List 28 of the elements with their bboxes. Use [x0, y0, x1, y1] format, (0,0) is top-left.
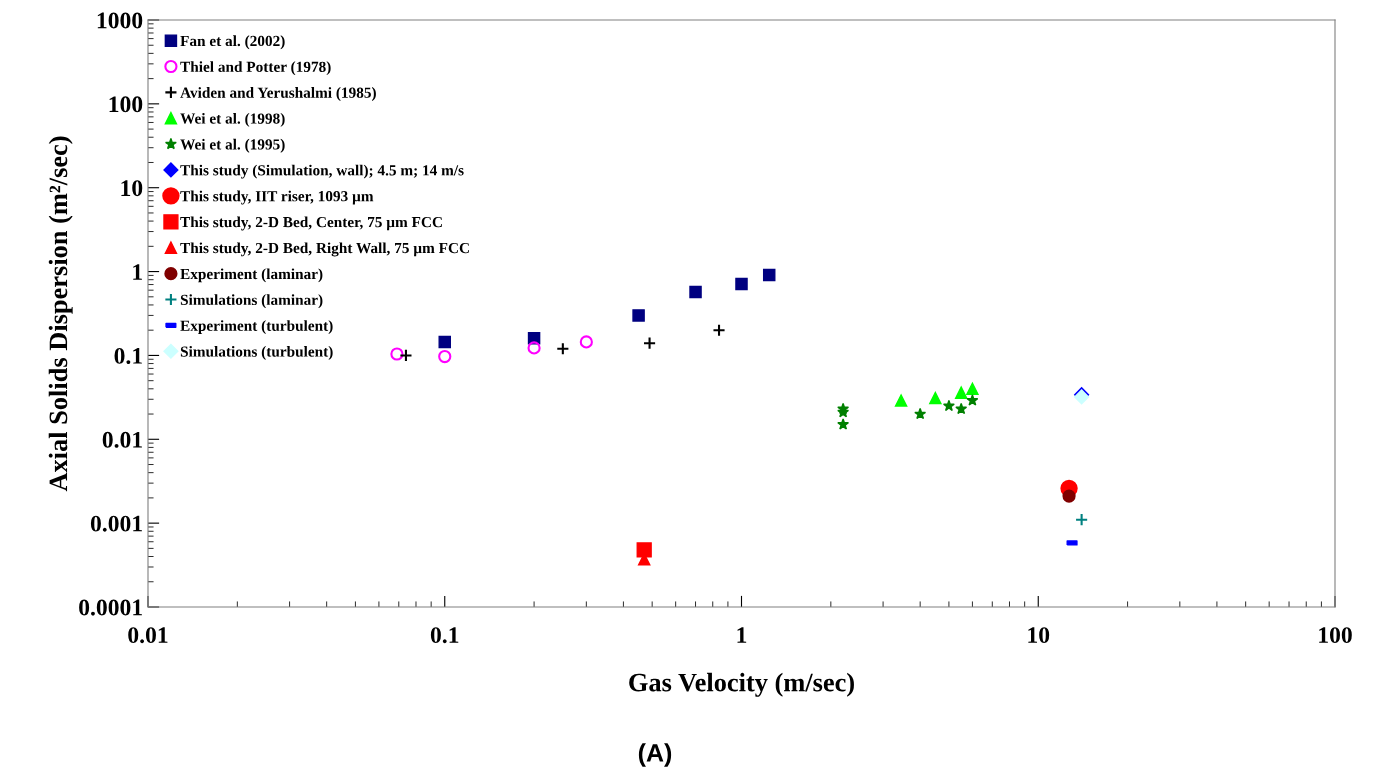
x-axis-title: Gas Velocity (m/sec) — [629, 672, 854, 697]
text: (A) — [638, 743, 672, 767]
legend-label: Experiment (turbulent) — [180, 320, 333, 334]
legend-label: Thiel and Potter (1978) — [180, 61, 331, 76]
y-tick-label: 1000 — [97, 12, 143, 29]
y-tick-label: 10 — [121, 180, 143, 197]
legend-label: Wei et al. (1998) — [180, 112, 285, 127]
legend-label: Experiment (laminar) — [180, 268, 323, 283]
y-tick-label: 0.01 — [102, 431, 142, 448]
y-tick-label: 0.1 — [114, 347, 142, 364]
legend-label: Simulations (laminar) — [180, 294, 323, 309]
legend-label: This study, 2-D Bed, Right Wall, 75 µm FCC — [180, 242, 469, 257]
legend-label: Wei et al. (1995) — [180, 138, 285, 153]
legend-label: Aviden and Yerushalmi (1985) — [180, 87, 376, 101]
y-tick-label: 100 — [109, 96, 143, 113]
y-axis-title: Axial Solids Dispersion (m²/sec) — [48, 136, 73, 492]
y-tick-label: 0.0001 — [79, 599, 142, 616]
x-tick-label: 1 — [737, 627, 747, 643]
y-tick-label: 0.001 — [90, 515, 142, 532]
y-tick-label: 1 — [133, 264, 142, 280]
x-tick-label: 0.1 — [430, 627, 459, 644]
legend-label: Fan et al. (2002) — [180, 35, 285, 50]
legend-label: This study, IIT riser, 1093 µm — [180, 190, 374, 205]
legend-label: Simulations (turbulent) — [180, 346, 333, 360]
x-tick-label: 10 — [1028, 627, 1050, 644]
legend-label: This study, 2-D Bed, Center, 75 µm FCC — [180, 216, 442, 231]
x-tick-label: 100 — [1319, 627, 1352, 644]
legend-label: This study (Simulation, wall); 4.5 m; 14 m/s — [180, 164, 464, 179]
